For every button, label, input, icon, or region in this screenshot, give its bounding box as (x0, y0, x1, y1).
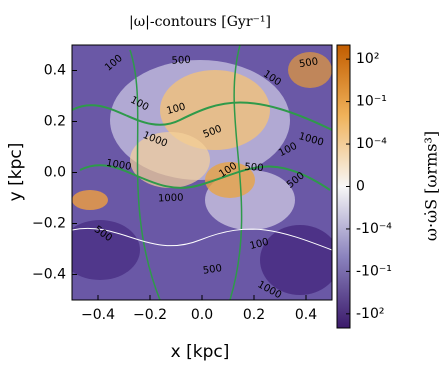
contour-label: 500 (202, 263, 222, 277)
contour-label: 100 (249, 237, 270, 252)
x-axis-label: x [kpc] (171, 342, 230, 362)
y-tick-label: −0.4 (32, 267, 66, 283)
colorbar-tick-label: 10⁻⁴ (356, 136, 387, 152)
contour-label: 500 (244, 162, 264, 174)
x-tick-label: 0.4 (295, 307, 317, 323)
y-axis-label: y [kpc] (6, 143, 26, 202)
contour-label: 500 (171, 55, 191, 67)
heatmap-field (72, 45, 332, 300)
contour-label: 500 (298, 56, 319, 70)
x-tick-label: 0.2 (243, 307, 265, 323)
chart-title: |ω|-contours [Gyr⁻¹] (129, 14, 271, 30)
colorbar-tick-label: -10⁻⁴ (356, 221, 392, 237)
contour-label: 1000 (105, 158, 132, 173)
x-tick-label: −0.2 (133, 307, 167, 323)
colorbar-tick-label: 0 (356, 179, 365, 195)
colorbar-tick-label: 10⁻¹ (356, 94, 387, 110)
y-tick-label: 0.4 (44, 63, 66, 79)
colorbar-tick-label: -10⁻¹ (356, 263, 392, 279)
x-tick-label: 0.0 (191, 307, 213, 323)
colorbar-tick-label: -10² (356, 306, 384, 322)
y-tick-label: 0.0 (44, 165, 66, 181)
colorbar-label: ω·ω̇S [ωrms³] (422, 131, 441, 241)
contour-label: 1000 (158, 193, 184, 205)
y-tick-label: −0.2 (32, 216, 66, 232)
colorbar-tick-label: 10² (356, 51, 379, 67)
y-tick-label: 0.2 (44, 114, 66, 130)
x-tick-label: −0.4 (81, 307, 115, 323)
contour-label: 100 (165, 101, 186, 117)
